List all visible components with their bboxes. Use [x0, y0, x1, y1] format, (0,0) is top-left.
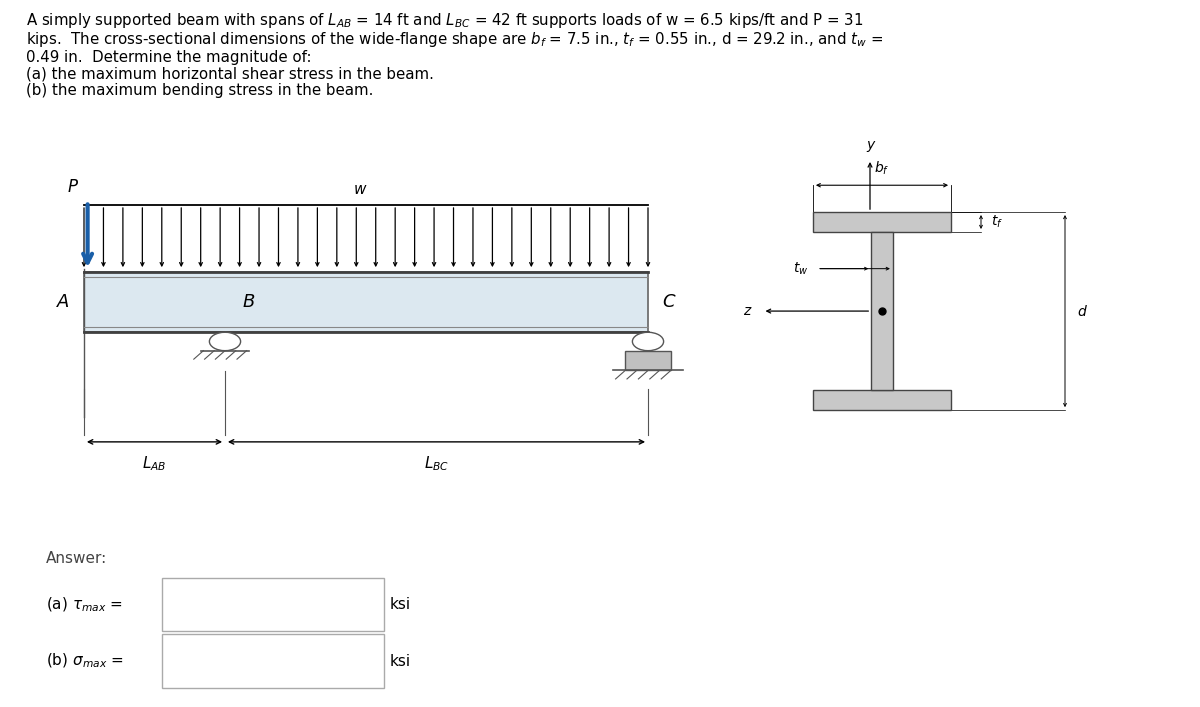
Bar [625, 351, 671, 370]
Text: $t_f$: $t_f$ [991, 214, 1003, 230]
Text: (a) the maximum horizontal shear stress in the beam.: (a) the maximum horizontal shear stress … [26, 66, 434, 81]
Text: (b) $\sigma_{max}$ =: (b) $\sigma_{max}$ = [46, 652, 124, 670]
Text: w: w [354, 182, 366, 197]
FancyBboxPatch shape [162, 578, 384, 631]
Bar [814, 212, 952, 232]
Circle shape [210, 332, 240, 351]
Text: kips.  The cross-sectional dimensions of the wide-flange shape are $b_f$ = 7.5 i: kips. The cross-sectional dimensions of … [26, 30, 884, 49]
Circle shape [632, 332, 664, 351]
Text: 0.49 in.  Determine the magnitude of:: 0.49 in. Determine the magnitude of: [26, 50, 312, 65]
Text: P: P [68, 178, 78, 196]
Text: A simply supported beam with spans of $L_{AB}$ = 14 ft and $L_{BC}$ = 42 ft supp: A simply supported beam with spans of $L… [26, 11, 864, 30]
Text: ksi: ksi [390, 653, 412, 669]
Bar [871, 232, 893, 390]
Text: $d$: $d$ [1078, 303, 1088, 319]
FancyBboxPatch shape [162, 634, 384, 688]
Bar [814, 390, 952, 410]
Text: Answer:: Answer: [46, 551, 107, 566]
Text: ksi: ksi [390, 597, 412, 612]
Text: (b) the maximum bending stress in the beam.: (b) the maximum bending stress in the be… [26, 83, 373, 98]
Text: z: z [743, 304, 751, 318]
Text: $t_w$: $t_w$ [793, 260, 809, 277]
Text: y: y [866, 138, 874, 152]
Bar [84, 272, 648, 332]
Text: B: B [244, 293, 256, 311]
Text: A: A [58, 293, 70, 311]
Text: $L_{BC}$: $L_{BC}$ [424, 455, 449, 473]
Text: C: C [662, 293, 676, 311]
Text: $b_f$: $b_f$ [875, 159, 889, 177]
Text: $L_{AB}$: $L_{AB}$ [143, 455, 167, 473]
Text: (a) $\tau_{max}$ =: (a) $\tau_{max}$ = [46, 595, 122, 614]
